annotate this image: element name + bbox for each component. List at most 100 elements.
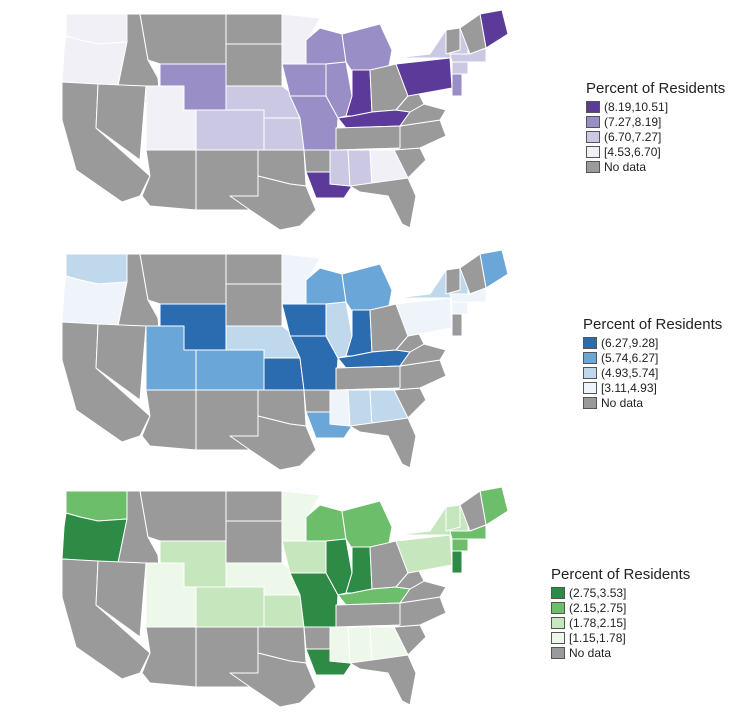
legend-label: [4.53,6.70] [604, 144, 661, 159]
state-ms [329, 626, 351, 664]
legend-item: No data [551, 645, 690, 660]
us-choropleth-map [0, 0, 520, 238]
state-az [141, 149, 197, 211]
map-panel-b: B Percent of Residents (6.27,9.28](5.74,… [0, 240, 729, 478]
state-nv [95, 83, 147, 161]
state-va [399, 343, 447, 367]
state-or [61, 512, 128, 564]
legend-label: (6.70,7.27] [604, 129, 662, 144]
legend-label: (1.78,2.15] [569, 615, 627, 630]
legend-label: [1.15,1.78] [569, 630, 626, 645]
state-nd [225, 253, 283, 285]
state-ma [449, 524, 487, 540]
state-az [141, 626, 197, 688]
legend-item: [3.11,4.93] [583, 380, 722, 395]
legend-swatch [583, 351, 597, 364]
legend-swatch [586, 145, 600, 158]
state-ma [449, 287, 487, 303]
legend-label: [3.11,4.93] [601, 380, 657, 395]
state-tx [229, 652, 317, 708]
state-ct [451, 61, 469, 75]
legend-label: (5.74,6.27] [601, 350, 659, 365]
legend-items: (8.19,10.51] (7.27,8.19] (6.70,7.27] [4.53,… [586, 99, 725, 174]
state-al [347, 626, 373, 664]
state-ks [263, 117, 305, 151]
legend-swatch [583, 381, 597, 394]
state-va [399, 580, 447, 604]
state-ct [451, 301, 469, 315]
legend-swatch [586, 115, 600, 128]
legend-items: (2.75,3.53] (2.15,2.75] (1.78,2.15] [1.15,1… [551, 585, 690, 660]
state-nj [451, 73, 463, 97]
map-panel-a: A Percent of Residents (8.19,10.51](7.27… [0, 0, 729, 238]
legend-label: No data [604, 159, 647, 174]
legend: Percent of Residents (8.19,10.51] (7.27,8… [586, 80, 725, 174]
state-fl [349, 177, 417, 229]
legend-item: No data [583, 395, 722, 410]
state-tn [335, 602, 411, 628]
state-ia [281, 540, 327, 574]
state-nd [225, 13, 283, 45]
legend-swatch [586, 130, 600, 143]
state-ms [329, 149, 351, 187]
state-ms [329, 389, 351, 427]
legend-item: (6.70,7.27] [586, 129, 725, 144]
state-ia [281, 63, 327, 97]
state-ks [263, 357, 305, 391]
state-nv [95, 323, 147, 401]
legend-item: (1.78,2.15] [551, 615, 690, 630]
map-panel-c: C Percent of Residents (2.75,3.53](2.15,… [0, 477, 729, 715]
state-al [347, 389, 373, 427]
state-tn [335, 125, 411, 151]
legend-swatch [586, 160, 600, 173]
legend-swatch [551, 601, 565, 614]
state-vt [445, 504, 461, 532]
state-wv [395, 331, 425, 353]
legend-item: (7.27,8.19] [586, 114, 725, 129]
legend-label: No data [569, 645, 612, 660]
state-fl [349, 417, 417, 469]
legend-label: (6.27,9.28] [601, 335, 659, 350]
legend-label: (7.27,8.19] [604, 114, 662, 129]
state-nv [95, 560, 147, 638]
state-wv [395, 91, 425, 113]
state-ct [451, 538, 469, 552]
legend-item: (6.27,9.28] [583, 335, 722, 350]
state-fl [349, 654, 417, 706]
legend-swatch [583, 366, 597, 379]
legend-item: No data [586, 159, 725, 174]
state-nj [451, 550, 463, 574]
state-tx [229, 415, 317, 471]
state-co [195, 349, 265, 391]
state-or [61, 275, 128, 327]
legend-swatch [551, 616, 565, 629]
state-ia [281, 303, 327, 337]
state-nj [451, 313, 463, 337]
state-va [399, 103, 447, 127]
state-al [347, 149, 373, 187]
legend-item: [1.15,1.78] [551, 630, 690, 645]
state-ma [449, 47, 487, 63]
legend-item: (2.15,2.75] [551, 600, 690, 615]
state-wv [395, 568, 425, 590]
legend-item: (2.75,3.53] [551, 585, 690, 600]
us-choropleth-map [0, 240, 520, 478]
legend-label: (4.93,5.74] [601, 365, 659, 380]
legend-label: (2.75,3.53] [569, 585, 627, 600]
legend-title: Percent of Residents [583, 316, 723, 333]
state-ks [263, 594, 305, 628]
legend-item: (4.93,5.74] [583, 365, 722, 380]
legend-items: (6.27,9.28] (5.74,6.27] (4.93,5.74] [3.11,4… [583, 335, 722, 410]
legend-label: No data [601, 395, 644, 410]
legend: Percent of Residents (2.75,3.53] (2.15,2.… [551, 566, 690, 660]
legend-item: (8.19,10.51] [586, 99, 725, 114]
legend-swatch [583, 336, 597, 349]
state-co [195, 109, 265, 151]
us-choropleth-map [0, 477, 520, 715]
legend-title: Percent of Residents [586, 80, 726, 97]
state-or [61, 35, 128, 87]
legend-label: (2.15,2.75] [569, 600, 627, 615]
legend-item: [4.53,6.70] [586, 144, 725, 159]
state-sd [225, 43, 283, 87]
state-az [141, 389, 197, 451]
